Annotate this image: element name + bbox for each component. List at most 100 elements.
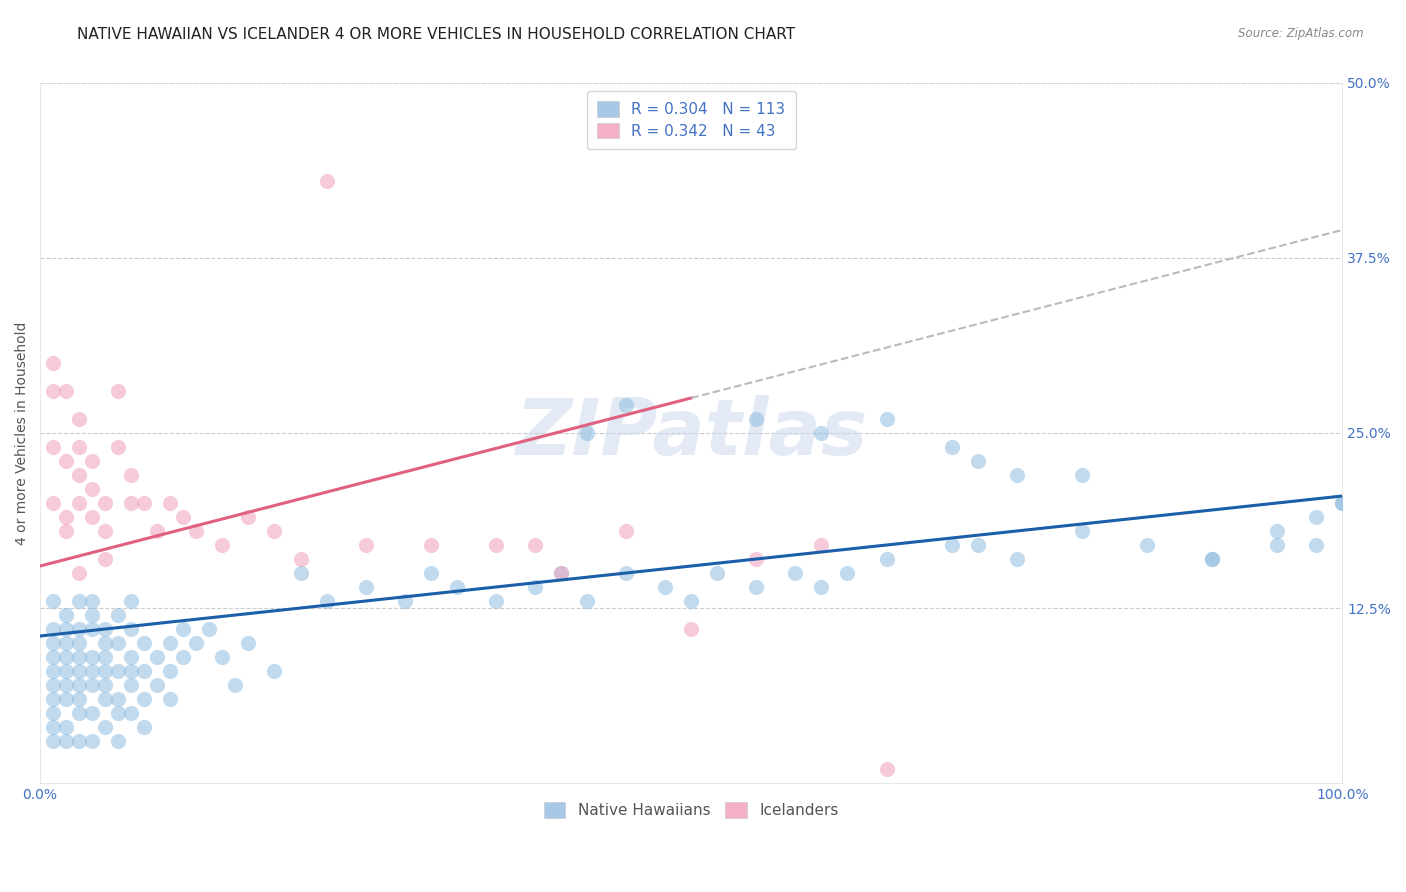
Point	[120, 622, 142, 636]
Point	[837, 566, 859, 580]
Point	[394, 594, 416, 608]
Point	[107, 636, 129, 650]
Point	[654, 580, 676, 594]
Point	[82, 650, 104, 665]
Point	[67, 636, 90, 650]
Point	[485, 594, 508, 608]
Point	[419, 566, 441, 580]
Point	[55, 734, 77, 748]
Text: ZIPatlas: ZIPatlas	[515, 395, 868, 471]
Point	[82, 706, 104, 720]
Point	[55, 664, 77, 678]
Point	[876, 762, 898, 776]
Point	[966, 454, 988, 468]
Legend: Native Hawaiians, Icelanders: Native Hawaiians, Icelanders	[538, 797, 845, 824]
Point	[681, 622, 703, 636]
Point	[941, 538, 963, 552]
Point	[82, 510, 104, 524]
Text: NATIVE HAWAIIAN VS ICELANDER 4 OR MORE VEHICLES IN HOUSEHOLD CORRELATION CHART: NATIVE HAWAIIAN VS ICELANDER 4 OR MORE V…	[77, 27, 796, 42]
Point	[55, 524, 77, 538]
Point	[55, 510, 77, 524]
Y-axis label: 4 or more Vehicles in Household: 4 or more Vehicles in Household	[15, 321, 30, 545]
Point	[94, 622, 117, 636]
Point	[107, 664, 129, 678]
Point	[94, 678, 117, 692]
Point	[94, 650, 117, 665]
Point	[1331, 496, 1354, 510]
Point	[94, 692, 117, 706]
Point	[485, 538, 508, 552]
Point	[134, 720, 156, 734]
Point	[198, 622, 221, 636]
Point	[172, 510, 194, 524]
Point	[211, 650, 233, 665]
Point	[67, 664, 90, 678]
Point	[67, 692, 90, 706]
Point	[67, 650, 90, 665]
Point	[82, 454, 104, 468]
Point	[67, 678, 90, 692]
Point	[1201, 552, 1223, 566]
Point	[1136, 538, 1159, 552]
Point	[446, 580, 468, 594]
Point	[67, 566, 90, 580]
Point	[55, 607, 77, 622]
Point	[107, 607, 129, 622]
Point	[1331, 496, 1354, 510]
Point	[576, 425, 599, 440]
Point	[159, 664, 181, 678]
Point	[172, 650, 194, 665]
Point	[94, 552, 117, 566]
Point	[1005, 552, 1028, 566]
Point	[67, 412, 90, 426]
Point	[94, 664, 117, 678]
Point	[354, 580, 377, 594]
Point	[82, 607, 104, 622]
Point	[1305, 510, 1327, 524]
Point	[290, 566, 312, 580]
Point	[82, 594, 104, 608]
Point	[42, 720, 65, 734]
Point	[94, 720, 117, 734]
Point	[94, 524, 117, 538]
Point	[55, 650, 77, 665]
Point	[576, 594, 599, 608]
Point	[82, 482, 104, 496]
Point	[42, 664, 65, 678]
Point	[159, 636, 181, 650]
Point	[614, 524, 637, 538]
Point	[42, 622, 65, 636]
Point	[706, 566, 728, 580]
Point	[55, 692, 77, 706]
Point	[1070, 524, 1092, 538]
Point	[785, 566, 807, 580]
Point	[134, 692, 156, 706]
Point	[523, 538, 546, 552]
Point	[1070, 468, 1092, 483]
Point	[550, 566, 572, 580]
Point	[94, 496, 117, 510]
Point	[42, 594, 65, 608]
Point	[745, 580, 768, 594]
Point	[614, 566, 637, 580]
Point	[120, 664, 142, 678]
Point	[1005, 468, 1028, 483]
Point	[354, 538, 377, 552]
Point	[315, 174, 337, 188]
Text: Source: ZipAtlas.com: Source: ZipAtlas.com	[1239, 27, 1364, 40]
Point	[224, 678, 246, 692]
Point	[290, 552, 312, 566]
Point	[42, 678, 65, 692]
Point	[67, 496, 90, 510]
Point	[67, 622, 90, 636]
Point	[1265, 524, 1288, 538]
Point	[186, 636, 208, 650]
Point	[55, 454, 77, 468]
Point	[186, 524, 208, 538]
Point	[876, 552, 898, 566]
Point	[107, 440, 129, 454]
Point	[263, 664, 285, 678]
Point	[120, 594, 142, 608]
Point	[42, 636, 65, 650]
Point	[810, 425, 832, 440]
